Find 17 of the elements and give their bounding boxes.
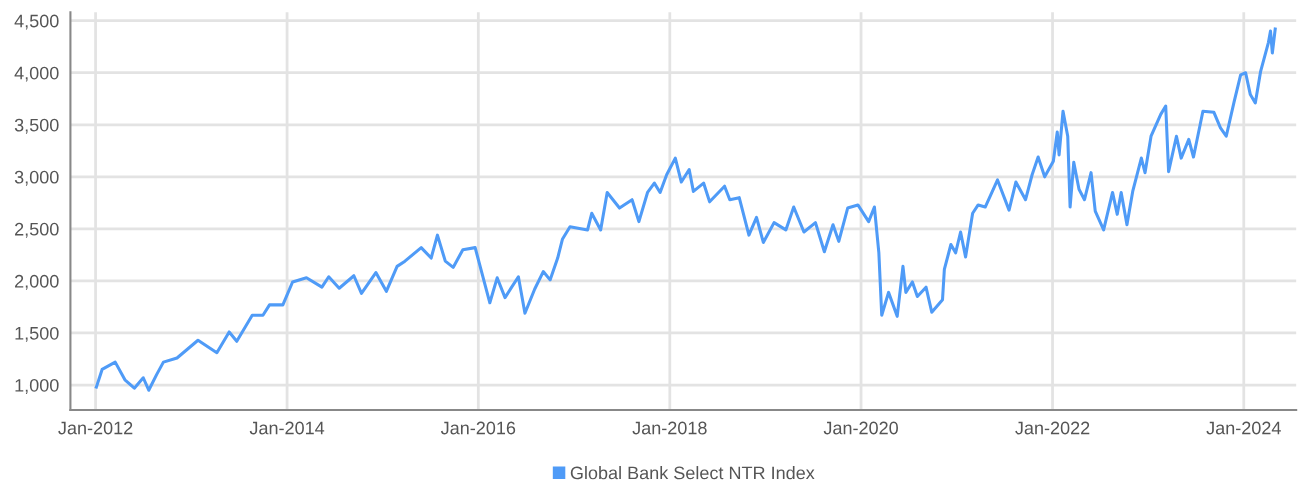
- x-tick-label: Jan-2014: [249, 421, 325, 435]
- x-tick-label: Jan-2018: [632, 421, 707, 435]
- y-tick-label: 4,500: [14, 14, 59, 30]
- x-tick-label: Jan-2016: [440, 421, 516, 435]
- x-tick-label: Jan-2020: [823, 421, 898, 435]
- y-tick-label: 3,500: [14, 118, 59, 134]
- y-tick-label: 4,000: [14, 66, 59, 82]
- y-tick-label: 1,000: [15, 378, 59, 394]
- legend-label: Global Bank Select NTR Index: [570, 466, 815, 480]
- y-tick-label: 1,500: [15, 326, 59, 342]
- y-tick-label: 2,000: [15, 274, 59, 290]
- y-tick-label: 3,000: [14, 170, 59, 186]
- x-tick-label: Jan-2024: [1206, 421, 1281, 435]
- y-tick-label: 2,500: [15, 222, 59, 238]
- x-tick-label: Jan-2022: [1015, 421, 1090, 435]
- x-tick-label: Jan-2012: [58, 421, 133, 435]
- line-series: [94, 27, 1277, 392]
